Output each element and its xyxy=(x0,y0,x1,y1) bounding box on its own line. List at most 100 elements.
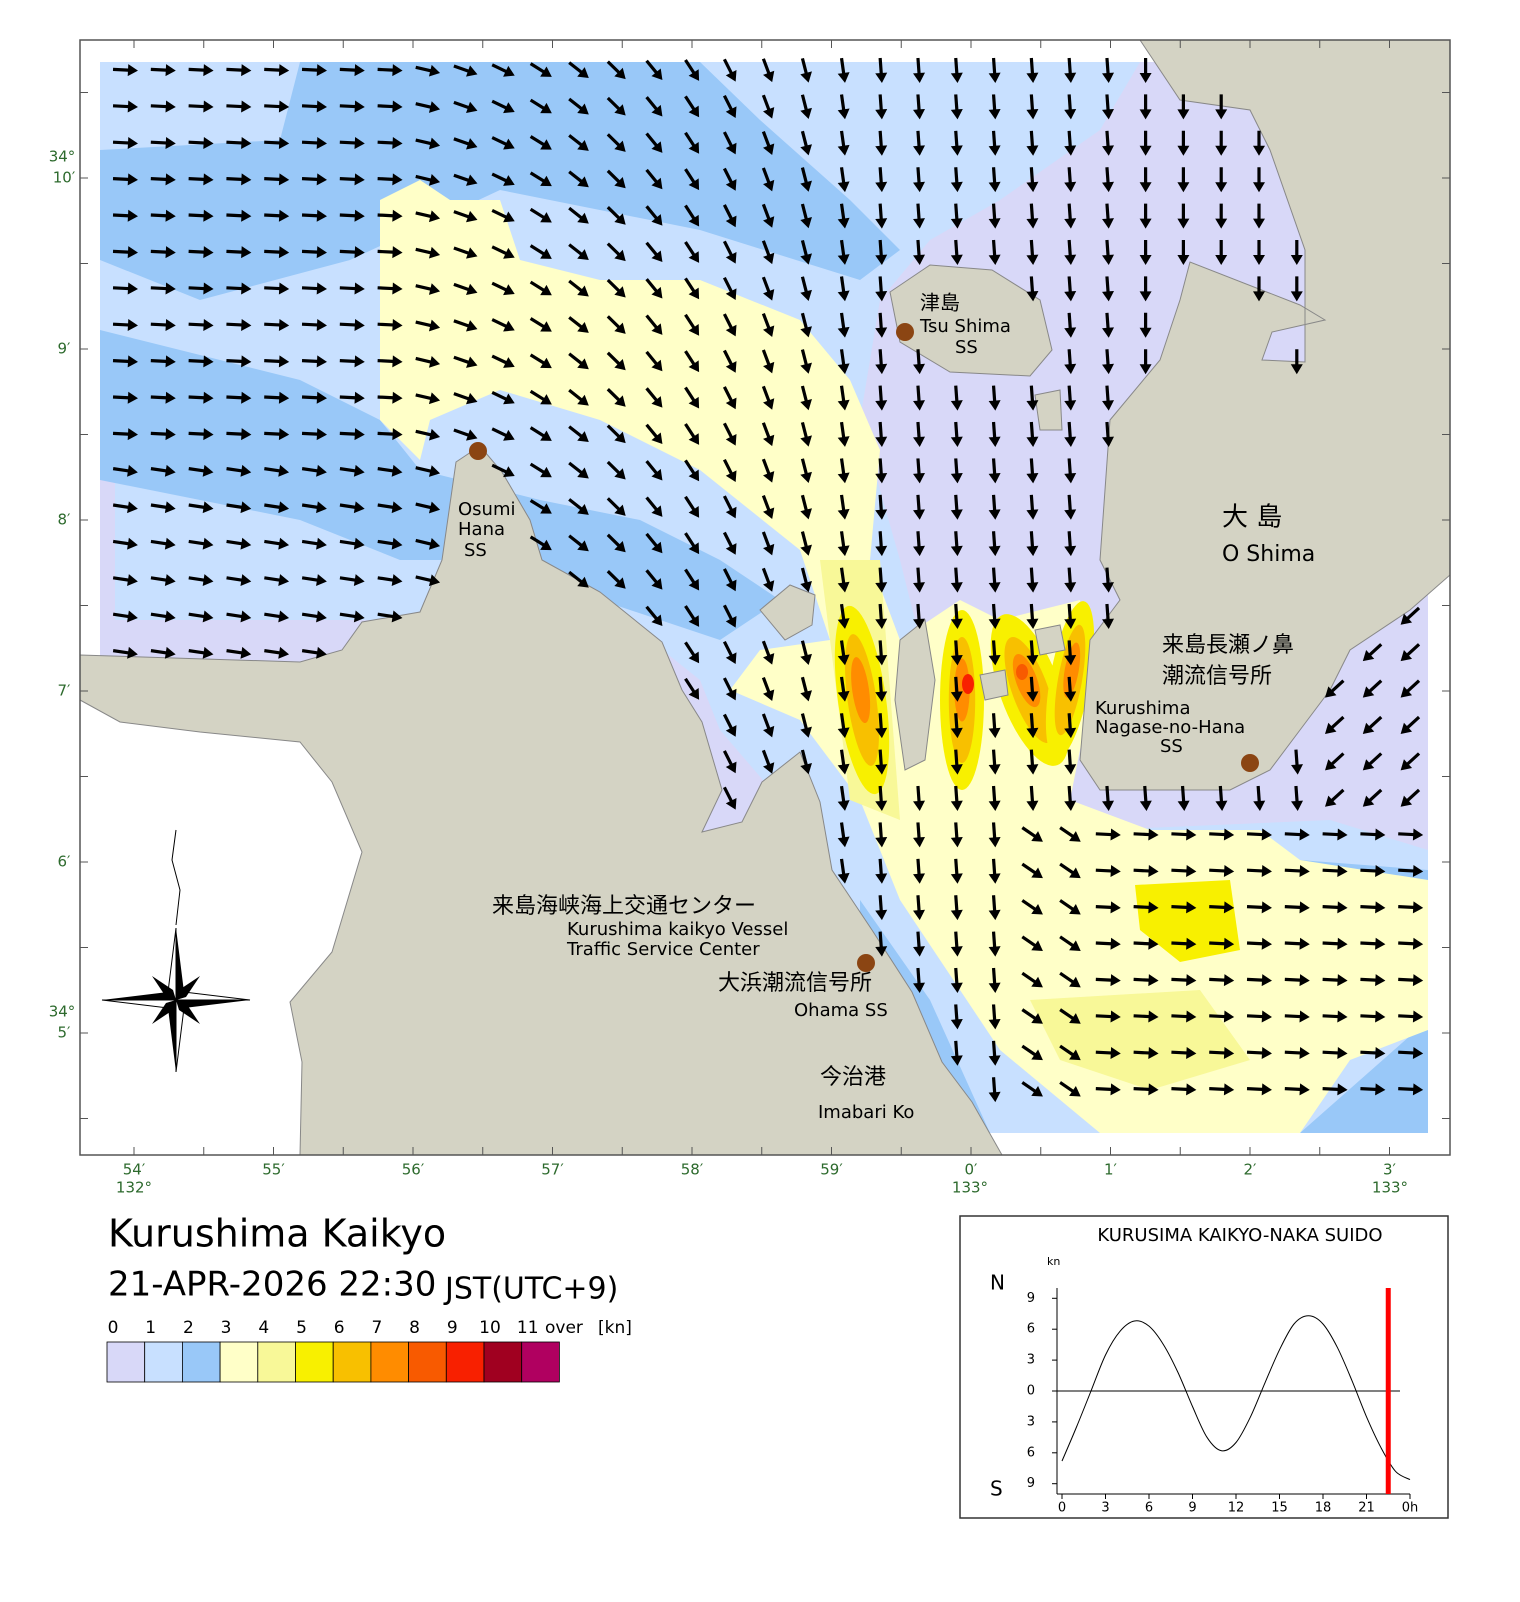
current-arrow xyxy=(264,464,290,477)
current-arrow xyxy=(339,282,365,295)
current-arrow xyxy=(1398,937,1424,950)
lon-label: 54′ xyxy=(123,1161,146,1179)
current-arrow xyxy=(1059,826,1081,842)
current-arrow xyxy=(1064,713,1077,739)
rose xyxy=(176,1000,250,1008)
current-arrow xyxy=(950,167,963,193)
current-arrow xyxy=(377,428,403,441)
place-label: Traffic Service Center xyxy=(566,939,760,960)
current-arrow xyxy=(1177,130,1190,156)
current-arrow xyxy=(761,677,775,701)
current-arrow xyxy=(301,64,327,77)
legend-swatch xyxy=(144,1341,183,1383)
current-arrow xyxy=(264,318,290,331)
current-arrow xyxy=(800,640,812,665)
current-arrow xyxy=(264,610,290,623)
current-arrow xyxy=(264,428,290,441)
x-tick-label: 21 xyxy=(1358,1501,1375,1516)
speed-zone xyxy=(962,674,974,694)
current-arrow xyxy=(988,640,1001,666)
current-arrow xyxy=(988,603,1001,629)
current-arrow xyxy=(1026,421,1039,447)
legend: 0 1 2 3 4 5 6 7 8 9 10 11 over [kn] xyxy=(106,1318,632,1383)
place-label: 来島海峡海上交通センター xyxy=(492,894,756,919)
current-arrow xyxy=(950,931,963,957)
legend-swatch xyxy=(521,1341,560,1383)
current-arrow xyxy=(568,61,589,79)
current-arrow xyxy=(1171,937,1197,950)
current-arrow xyxy=(800,749,812,775)
current-arrow xyxy=(1133,864,1159,877)
current-arrow xyxy=(684,495,700,518)
current-arrow xyxy=(188,173,214,186)
place-label: Osumi xyxy=(458,499,516,520)
place-label: 大 島 xyxy=(1222,503,1282,533)
current-arrow xyxy=(1026,385,1039,411)
current-arrow xyxy=(1064,57,1077,83)
datetime: 21-APR-2026 22:30 xyxy=(108,1265,436,1305)
legend-label: 10 xyxy=(479,1318,501,1338)
current-arrow xyxy=(1102,57,1114,83)
current-arrow xyxy=(1064,676,1077,702)
current-arrow xyxy=(453,64,478,77)
current-arrow xyxy=(1171,974,1197,987)
current-arrow xyxy=(913,603,925,629)
current-arrow xyxy=(1102,567,1114,593)
current-arrow xyxy=(875,822,888,848)
lon-degree: 133° xyxy=(952,1179,988,1197)
current-arrow xyxy=(1026,167,1039,193)
current-arrow xyxy=(112,501,138,514)
legend-swatch xyxy=(332,1341,372,1383)
current-arrow xyxy=(761,276,775,301)
current-arrow xyxy=(800,713,812,738)
place-label: Tsu Shima xyxy=(919,316,1011,337)
current-arrow xyxy=(1360,1083,1386,1096)
current-arrow xyxy=(453,392,478,405)
current-arrow xyxy=(415,174,441,186)
current-arrow xyxy=(800,57,812,83)
legend-swatch xyxy=(219,1341,259,1383)
current-arrow xyxy=(761,385,775,410)
current-arrow xyxy=(377,574,403,586)
south-label: S xyxy=(990,1477,1003,1501)
speed-zone xyxy=(820,560,1250,1090)
lat-degree: 34° xyxy=(49,1003,76,1021)
current-arrow xyxy=(150,100,176,113)
current-arrow xyxy=(1209,1046,1235,1059)
x-tick-label: 0h xyxy=(1402,1501,1419,1516)
place-label: 大浜潮流信号所 xyxy=(718,971,872,996)
current-arrow xyxy=(150,501,176,514)
current-arrow xyxy=(1102,203,1114,229)
current-arrow xyxy=(1246,937,1272,950)
current-arrow xyxy=(722,94,737,119)
current-arrow xyxy=(875,421,888,447)
x-tick-label: 18 xyxy=(1315,1501,1332,1516)
current-arrow xyxy=(1021,935,1043,951)
current-arrow xyxy=(913,349,925,375)
current-arrow xyxy=(529,244,552,259)
current-arrow xyxy=(264,246,290,259)
current-arrow xyxy=(913,130,925,156)
current-arrow xyxy=(377,391,403,404)
current-arrow xyxy=(875,94,888,120)
current-arrow xyxy=(1064,749,1077,775)
current-arrow xyxy=(684,532,700,555)
current-arrow xyxy=(415,319,441,332)
current-arrow xyxy=(837,603,850,629)
current-arrow xyxy=(1322,901,1348,914)
current-arrow xyxy=(1064,312,1077,338)
current-arrow xyxy=(645,569,663,590)
current-arrow xyxy=(415,392,441,405)
current-arrow xyxy=(339,391,365,404)
current-arrow xyxy=(875,167,888,193)
current-arrow xyxy=(529,135,552,150)
current-arrow xyxy=(837,858,850,884)
current-arrow xyxy=(913,203,925,229)
current-arrow xyxy=(1021,1008,1043,1024)
title: Kurushima Kaikyo xyxy=(108,1212,446,1256)
current-arrow xyxy=(1026,203,1039,229)
current-arrow xyxy=(1064,203,1077,229)
legend-label: 3 xyxy=(221,1318,232,1338)
current-arrow xyxy=(301,610,327,623)
